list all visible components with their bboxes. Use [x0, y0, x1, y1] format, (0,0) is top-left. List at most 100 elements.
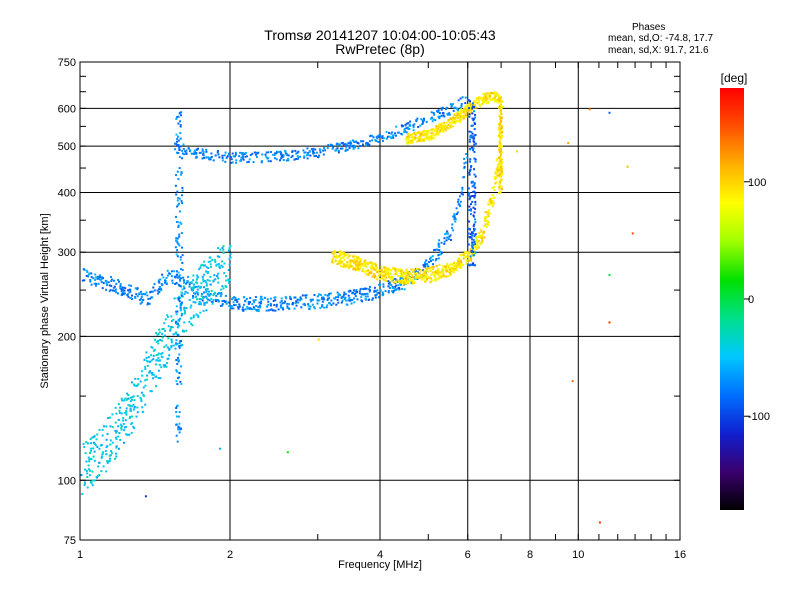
scatter-point-cusp	[474, 264, 477, 267]
scatter-point-o-lower	[186, 281, 189, 284]
scatter-point-x-lower	[488, 209, 491, 212]
scatter-point-cusp	[472, 140, 475, 143]
scatter-point-x-upper	[407, 134, 410, 137]
scatter-point-o-lower	[364, 297, 367, 300]
scatter-point-o-lower	[321, 304, 324, 307]
scatter-point-o-spread	[81, 493, 84, 495]
scatter-point-cusp	[472, 214, 475, 217]
scatter-point-o-upper	[210, 152, 213, 155]
scatter-point-o-spread	[126, 433, 129, 436]
scatter-point-x-lower	[362, 264, 365, 267]
scatter-point-x-upper	[482, 93, 485, 96]
scatter-point-o-spread	[225, 279, 228, 282]
scatter-point-x-lower	[344, 254, 346, 256]
scatter-point-o-upper	[244, 155, 247, 158]
scatter-point-x-lower	[455, 267, 458, 270]
scatter-point-o-lower	[344, 296, 347, 299]
scatter-point-o-lower	[207, 293, 210, 296]
scatter-point-o-spread	[166, 315, 169, 318]
scatter-point-o-upper	[341, 147, 344, 150]
scatter-point-o-spread	[127, 394, 130, 396]
scatter-point-o-spread	[144, 403, 147, 406]
scatter-point-o-upper	[336, 142, 339, 145]
scatter-point-o-lower	[438, 249, 441, 252]
scatter-point-x-lower	[480, 230, 483, 233]
scatter-point-x-upper	[433, 130, 436, 133]
scatter-point-o-spread	[183, 281, 186, 284]
scatter-point-o-upper	[214, 154, 217, 157]
scatter-point-o-upper	[337, 149, 340, 152]
scatter-point-x-lower	[442, 265, 445, 268]
scatter-point-cusp	[470, 203, 472, 206]
scatter-point-o-upper	[326, 147, 329, 150]
scatter-point-o-lower	[443, 242, 446, 245]
scatter-point-o-spread	[228, 247, 231, 250]
scatter-point-cusp	[469, 196, 471, 199]
scatter-point-o-spread	[154, 363, 157, 366]
scatter-point-cusp	[177, 115, 180, 118]
scatter-point-o-spread	[196, 274, 199, 277]
scatter-point-cusp	[500, 135, 503, 138]
scatter-point-cusp	[181, 312, 183, 315]
scatter-point-o-lower	[110, 276, 112, 278]
scatter-point-x-lower	[411, 276, 414, 279]
scatter-point-x-lower	[410, 278, 413, 281]
scatter-point-o-lower	[168, 272, 171, 275]
scatter-point-x-lower	[387, 272, 390, 275]
scatter-point-cusp	[470, 244, 473, 247]
scatter-point-o-spread	[190, 317, 193, 320]
scatter-point-x-upper	[446, 127, 449, 130]
scatter-point-cusp	[181, 202, 184, 205]
scatter-point-o-spread	[168, 347, 171, 350]
scatter-point-x-upper	[493, 92, 496, 95]
scatter-point-o-lower	[242, 296, 245, 299]
scatter-point-x-lower	[407, 281, 410, 284]
scatter-point-o-lower	[229, 306, 232, 309]
scatter-point-o-lower	[162, 276, 165, 279]
scatter-point-x-upper	[418, 137, 421, 140]
scatter-point-x-upper	[441, 125, 444, 127]
scatter-point-cusp	[499, 157, 502, 160]
scatter-point-cusp	[498, 160, 501, 163]
scatter-point-x-lower	[462, 264, 464, 266]
scatter-point-o-spread	[198, 268, 201, 271]
scatter-point-o-spread	[194, 301, 197, 304]
scatter-point-o-spread	[164, 364, 167, 367]
scatter-point-o-spread	[192, 279, 195, 282]
scatter-point-o-lower	[207, 298, 209, 301]
scatter-point-o-upper	[197, 147, 199, 150]
scatter-point-x-lower	[367, 274, 370, 277]
scatter-point-o-upper	[244, 151, 247, 154]
scatter-point-cusp	[471, 232, 474, 235]
scatter-point-o-upper	[189, 149, 192, 152]
scatter-point-o-spread	[217, 277, 220, 280]
scatter-point-o-lower	[452, 215, 455, 218]
scatter-point-o-upper	[312, 150, 315, 153]
scatter-point-x-lower	[449, 274, 452, 276]
scatter-point-cusp	[179, 285, 182, 288]
scatter-point-x-lower	[386, 270, 389, 273]
scatter-point-o-upper	[284, 152, 287, 155]
scatter-point-x-lower	[444, 269, 447, 272]
chart-subtitle: RwPretec (8p)	[335, 41, 425, 57]
scatter-point-cusp	[468, 107, 471, 110]
scatter-point-o-lower	[280, 297, 283, 300]
scatter-point-cusp	[175, 282, 178, 285]
scatter-point-o-spread	[183, 306, 186, 309]
scatter-point-o-spread	[185, 329, 188, 332]
scatter-point-x-lower	[470, 257, 472, 260]
scatter-point-o-upper	[316, 151, 318, 154]
scatter-point-o-spread	[209, 275, 212, 278]
scatter-point-o-lower	[354, 295, 357, 298]
scatter-point-cusp	[470, 124, 473, 127]
scatter-point-o-spread	[100, 470, 103, 473]
scatter-point-cusp	[467, 227, 470, 230]
scatter-point-o-spread	[124, 411, 127, 414]
scatter-point-o-spread	[169, 328, 172, 331]
scatter-point-cusp	[500, 166, 503, 169]
scatter-point-o-spread	[86, 472, 89, 475]
scatter-point-o-lower	[397, 284, 400, 287]
scatter-point-o-upper	[352, 139, 354, 142]
scatter-point-x-lower	[462, 254, 465, 256]
scatter-point-o-upper	[209, 157, 212, 160]
